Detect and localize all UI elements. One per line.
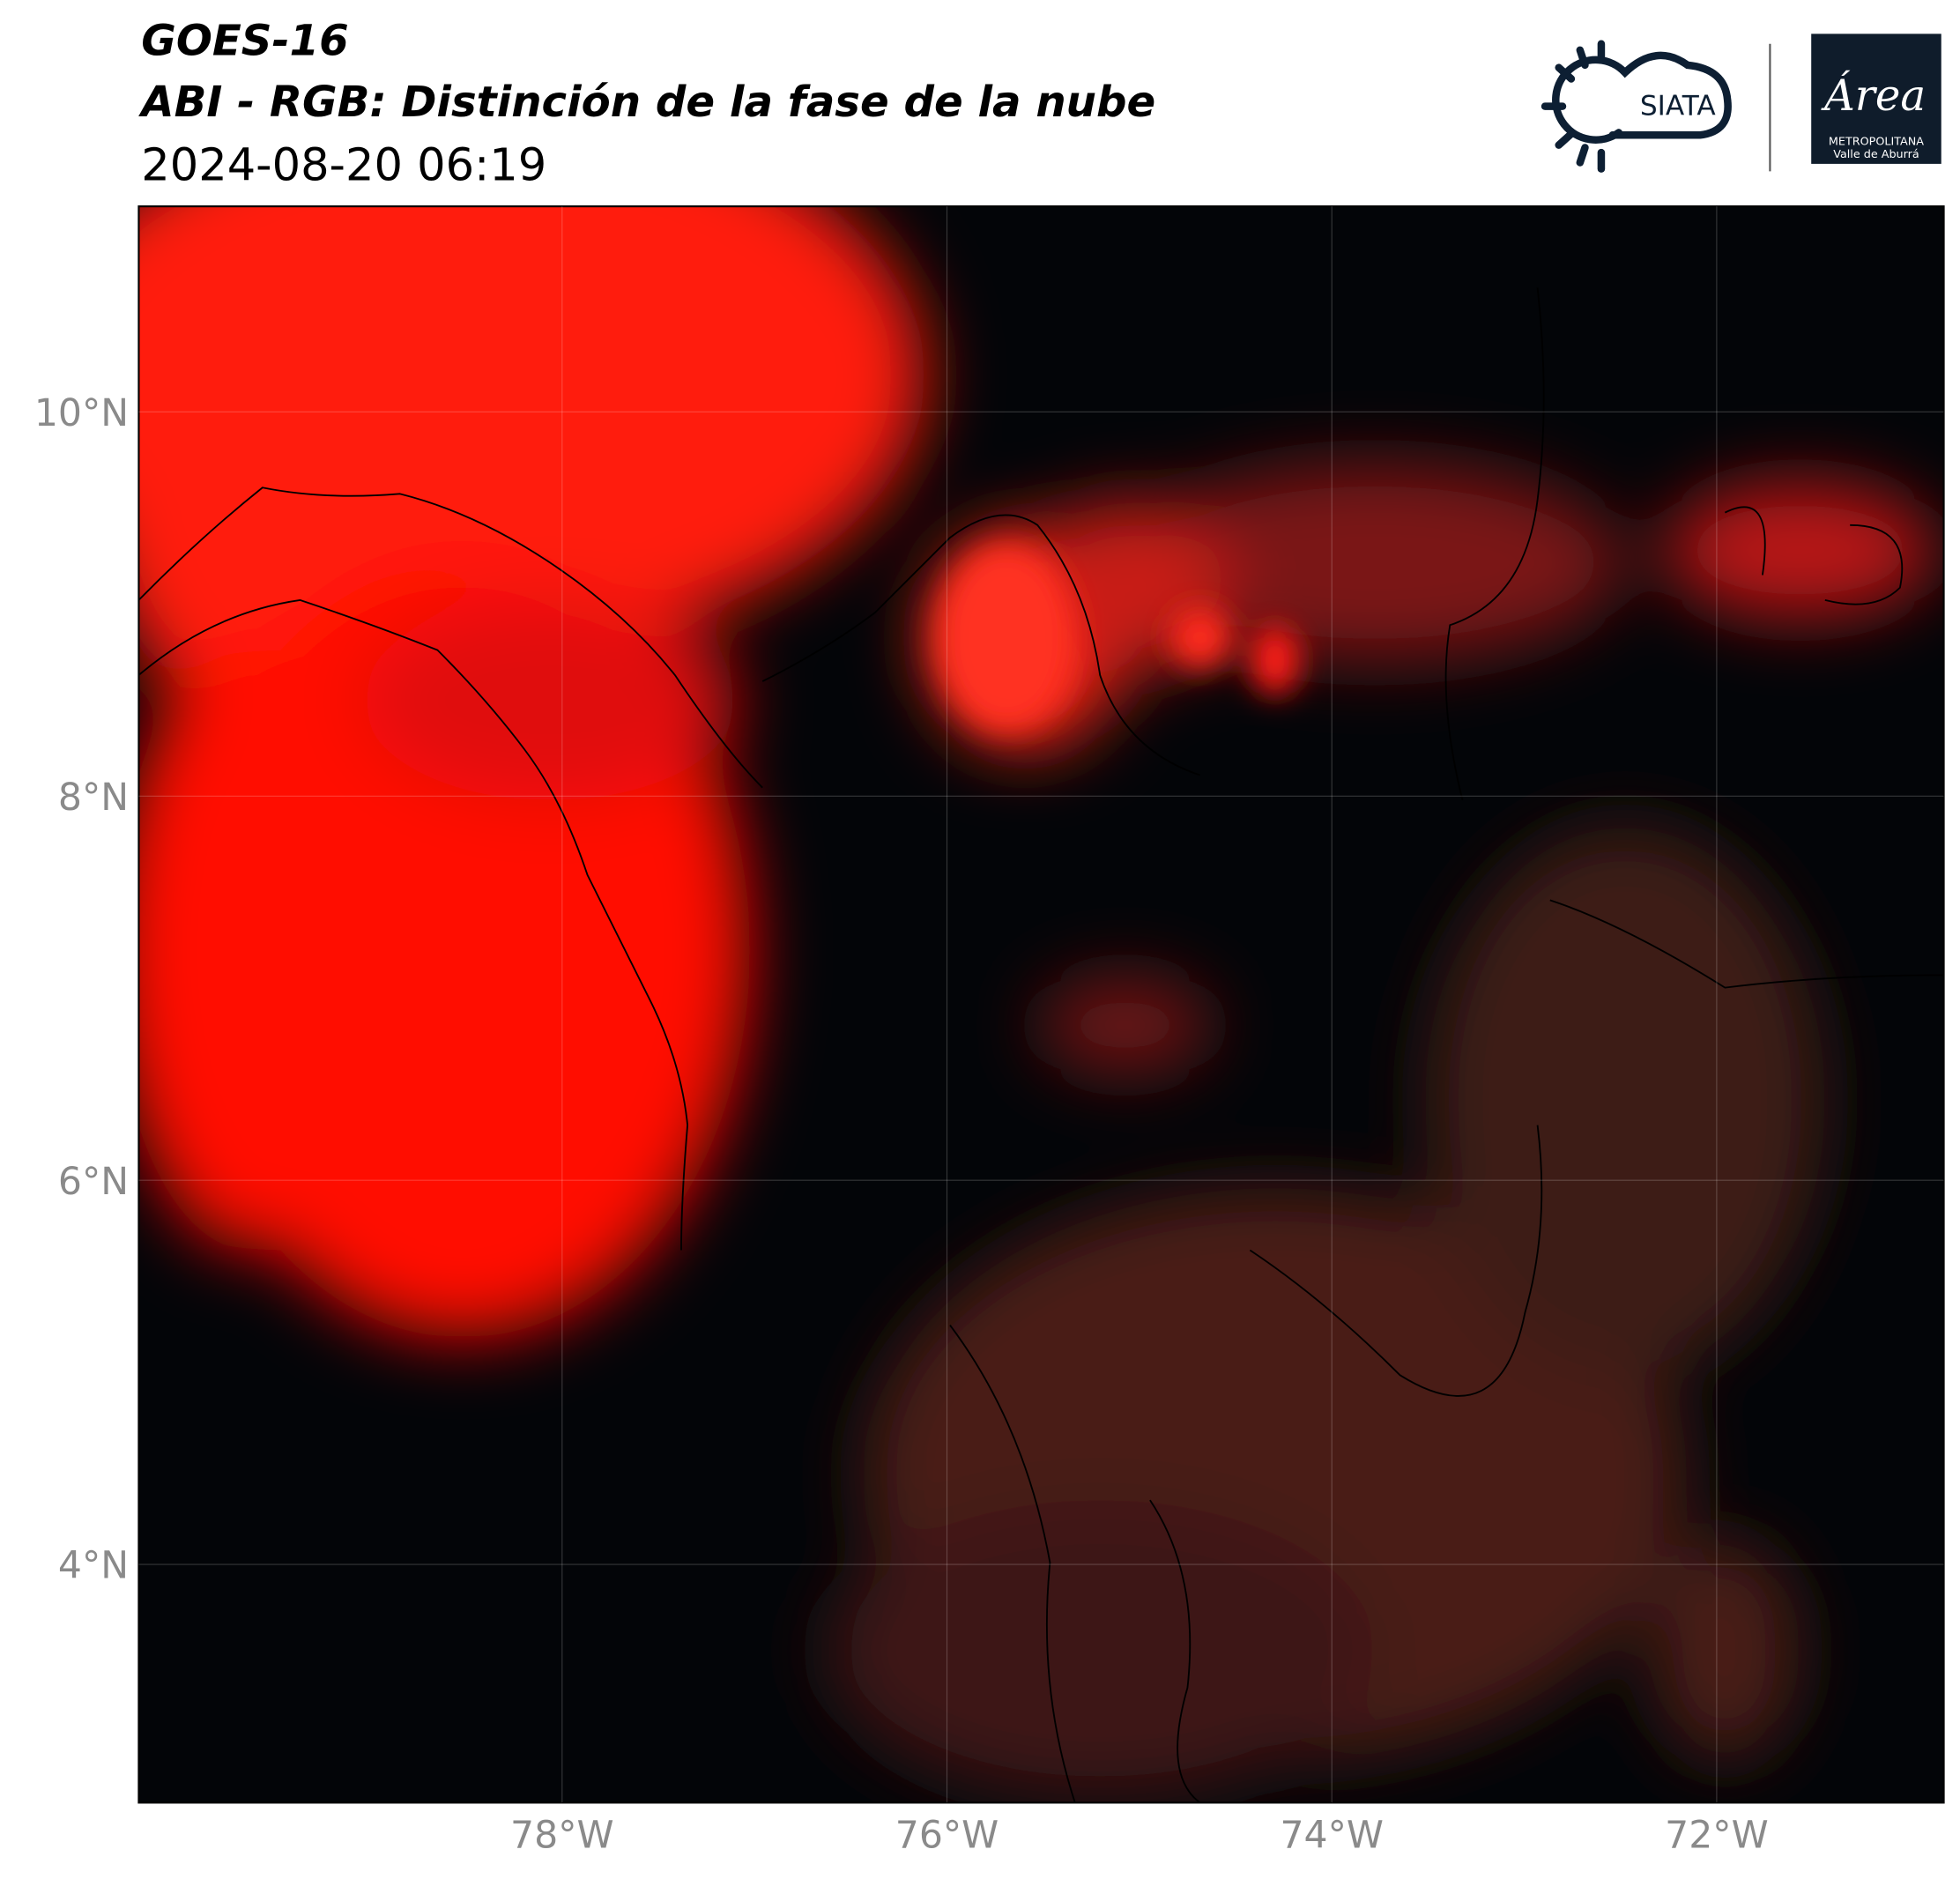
y-tick-label: 4°N [58, 1545, 129, 1588]
map-frame [137, 205, 1945, 1804]
timestamp: 2024-08-20 06:19 [141, 139, 546, 191]
area-logo [1811, 33, 1941, 164]
area-text: Área [1821, 71, 1926, 121]
x-tick-label: 74°W [1280, 1814, 1383, 1857]
area-line1: METROPOLITANA [1829, 136, 1924, 149]
siata-text: SIATA [1640, 91, 1717, 123]
y-tick-label: 8°N [58, 776, 129, 820]
x-tick-label: 76°W [895, 1814, 999, 1857]
x-tick-label: 78°W [510, 1814, 613, 1857]
y-tick-label: 6°N [58, 1161, 129, 1204]
y-tick-label: 10°N [34, 392, 129, 435]
siata-logo [1541, 40, 1732, 173]
title: GOES-16 [141, 17, 348, 66]
x-tick-label: 72°W [1665, 1814, 1768, 1857]
area-line2: Valle de Aburrá [1833, 148, 1919, 161]
subtitle: ABI - RGB: Distinción de la fase de la n… [137, 78, 1155, 127]
satellite-image [138, 206, 1944, 1803]
